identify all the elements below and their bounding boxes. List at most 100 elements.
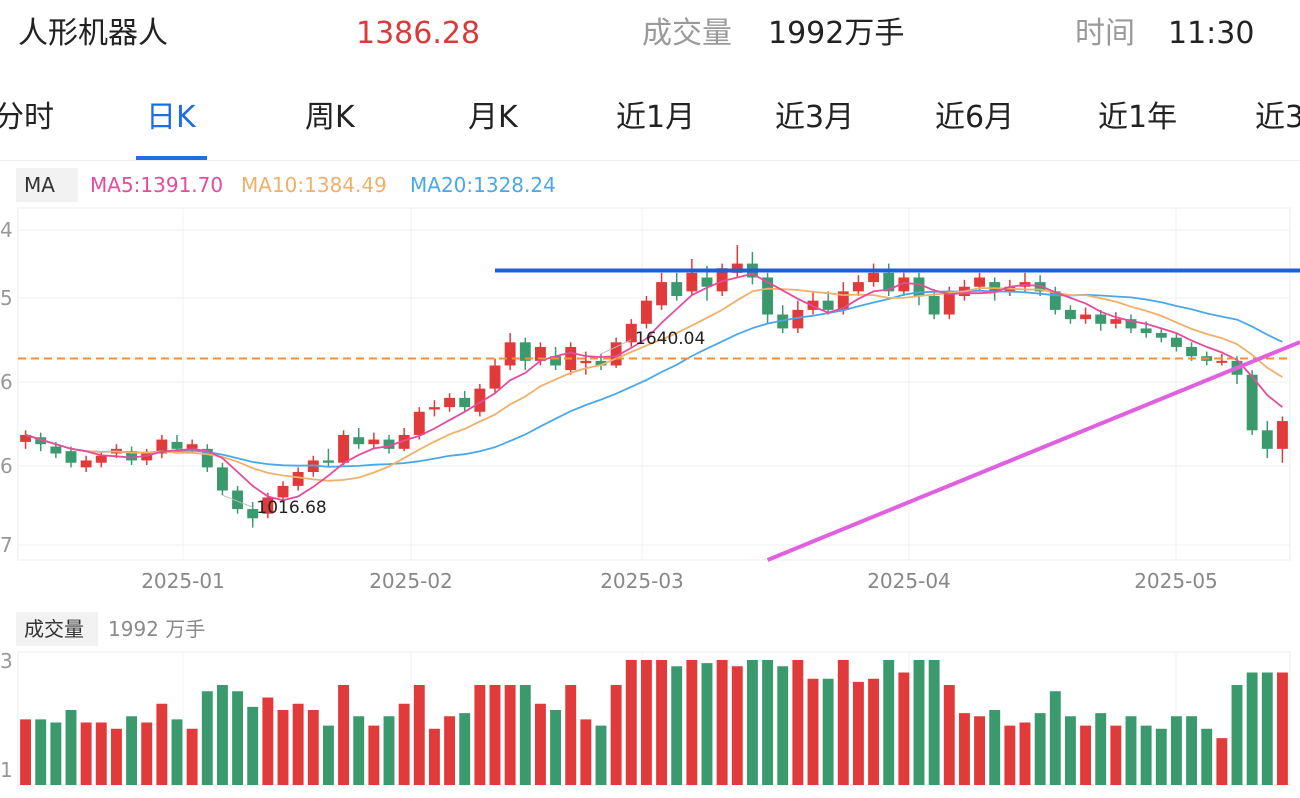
candle-body [1125,319,1137,329]
volume-bar [943,685,955,785]
candle-body [489,365,501,389]
tab-weekly-k[interactable]: 周K [305,100,355,135]
tab-daily-k[interactable]: 日K [146,100,196,135]
candle-body [701,277,713,287]
time-value: 11:30 [1168,16,1255,51]
current-price: 1386.28 [356,16,481,51]
candle-body [1246,374,1258,431]
volume-bar [1125,716,1137,785]
candle-body [383,439,395,449]
tab-monthly-k[interactable]: 月K [468,100,518,135]
volume-bar [247,706,259,785]
volume-tick-label: 1 [0,758,13,782]
candle-body [126,451,138,461]
ma-legend: MA MA5:1391.70 MA10:1384.49 MA20:1328.24 [0,168,1300,202]
candle-body [1064,309,1076,320]
ma-tag[interactable]: MA [16,168,78,202]
candle-body [974,277,986,287]
volume-bar [216,685,228,785]
candle-body [671,282,683,296]
price-grid [17,207,1291,561]
volume-bar [1201,728,1213,785]
active-tab-indicator [136,156,207,160]
min-price-label: 1016.68 [256,498,326,518]
candle-body [50,446,62,454]
volume-bar [1231,685,1243,785]
candle-body [1276,421,1288,449]
volume-bar [1110,725,1122,785]
candle-body [186,444,198,449]
date-tick-label: 2025-05 [1134,569,1218,593]
candle-body [474,388,486,412]
volume-bar [307,710,319,785]
max-price-label: 1640.04 [635,329,705,349]
volume-bar [398,703,410,785]
index-name: 人形机器人 [18,16,168,51]
price-tick-label: 7 [0,533,13,557]
candle-body [610,342,622,366]
candle-body [80,460,92,468]
volume-bar [595,725,607,785]
volume-bar [1080,725,1092,785]
period-tabs: 分时 日K 周K 月K 近1月 近3月 近6月 近1年 近3 [0,88,1300,161]
volume-bar [1064,716,1076,785]
candle-body [580,360,592,364]
candle-body [95,455,107,463]
tab-3-months[interactable]: 近3月 [775,100,855,135]
tab-1-year[interactable]: 近1年 [1098,100,1178,135]
volume-bar [277,710,289,785]
volume-bar [792,660,804,785]
price-plot-frame [17,207,1291,561]
volume-tag[interactable]: 成交量 [16,612,98,646]
date-tick-label: 2025-01 [141,569,225,593]
volume-bar [898,672,910,785]
volume-bar [65,710,77,785]
volume-bar [1019,722,1031,785]
candle-body [428,407,440,410]
candle-body [822,300,834,310]
volume-legend: 成交量 1992 万手 [0,612,1300,646]
volume-panel-value: 1992 万手 [108,617,206,641]
volume-bar [686,660,698,785]
candle-body [292,472,304,486]
volume-bar [640,660,652,785]
volume-bar [519,685,531,785]
candle-body [322,460,334,463]
tab-1-month[interactable]: 近1月 [616,100,696,135]
header: 人形机器人 1386.28 成交量 1992万手 时间 11:30 [0,0,1300,70]
volume-bar [580,719,592,785]
date-tick-label: 2025-03 [600,569,684,593]
tab-3-years[interactable]: 近3 [1255,100,1300,135]
candle-body [459,397,471,408]
candle-body [1095,314,1107,324]
candle-body [1216,360,1228,363]
volume-bar [989,710,1001,785]
volume-bar [610,685,622,785]
candle-body [20,434,32,442]
candles [20,245,1288,528]
min-leader [222,494,253,508]
price-axis-labels: 4 5 6 6 7 [0,218,13,557]
candle-body [201,448,213,468]
tab-6-months[interactable]: 近6月 [935,100,1015,135]
tab-intraday[interactable]: 分时 [0,100,54,135]
candle-body [595,360,607,366]
volume-bar [1004,725,1016,785]
candle-body [913,277,925,296]
volume-bar [338,685,350,785]
candle-body [1261,430,1273,449]
volume-bar [625,660,637,785]
candle-body [141,453,153,461]
candle-body [1080,314,1092,320]
volume-bar [701,663,713,785]
candle-body [686,272,698,292]
extreme-annotations: 1640.04 1016.68 [222,329,705,518]
volume-bar [444,716,456,785]
volume-bar [95,722,107,785]
trend-lines [18,268,1300,562]
candle-body [837,291,849,310]
ma10-line [25,287,1283,482]
volume-tick-label: 3 [0,649,13,673]
volume-bar [474,685,486,785]
